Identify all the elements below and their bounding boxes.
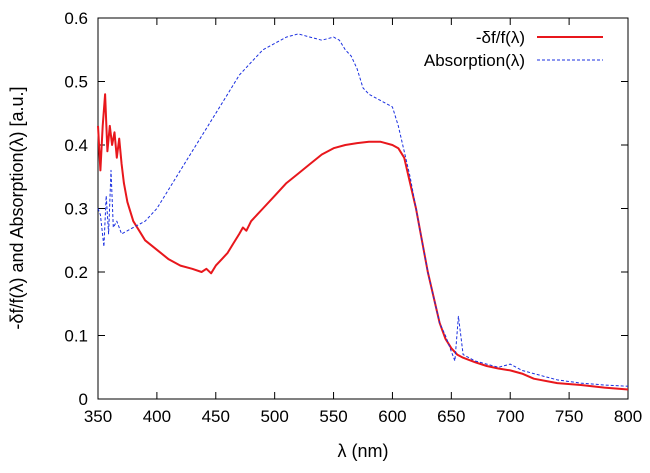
y-tick-label: 0 <box>79 390 88 409</box>
y-tick-label: 0.1 <box>64 327 88 346</box>
y-tick-label: 0.6 <box>64 9 88 28</box>
x-tick-label: 400 <box>143 407 171 426</box>
y-axis-label: -δf/f(λ) and Absorption(λ) [a.u.] <box>7 86 27 329</box>
x-tick-label: 600 <box>378 407 406 426</box>
x-axis-label: λ (nm) <box>338 441 389 461</box>
y-tick-label: 0.4 <box>64 136 88 155</box>
x-tick-label: 750 <box>555 407 583 426</box>
legend-label-series-2: Absorption(λ) <box>424 51 525 70</box>
series-line-2 <box>97 33 629 387</box>
x-tick-label: 450 <box>202 407 230 426</box>
x-tick-label: 350 <box>84 407 112 426</box>
ticks-layer: 350 400 450 500 550 600 650 700 750 800 0 0.1 0.2 0.3… <box>64 9 642 426</box>
x-tick-label: 500 <box>260 407 288 426</box>
x-tick-label: 550 <box>319 407 347 426</box>
x-tick-label: 800 <box>614 407 642 426</box>
series-line-1 <box>97 93 629 391</box>
x-tick-label: 700 <box>496 407 524 426</box>
plot-frame <box>97 17 629 400</box>
legend-label-series-1: -δf/f(λ) <box>476 28 525 47</box>
y-tick-label: 0.5 <box>64 73 88 92</box>
x-tick-label: 650 <box>437 407 465 426</box>
legend: -δf/f(λ) Absorption(λ) <box>424 28 603 70</box>
y-tick-label: 0.3 <box>64 200 88 219</box>
series-layer <box>97 33 629 391</box>
y-tick-label: 0.2 <box>64 263 88 282</box>
